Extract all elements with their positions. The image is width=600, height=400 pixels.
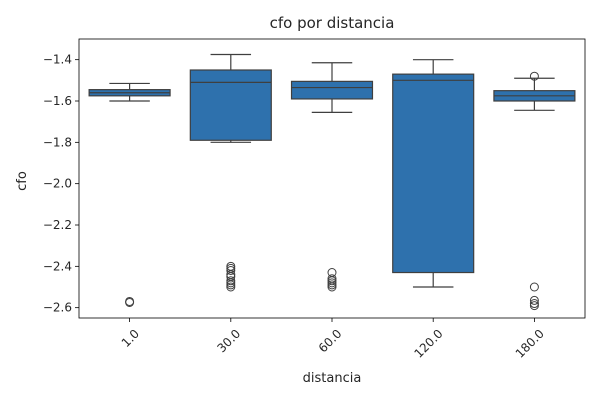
chart-title: cfo por distancia (270, 14, 395, 32)
outlier-point (529, 299, 539, 309)
outlier-point (327, 282, 337, 292)
box (189, 69, 272, 141)
x-tick-label: 30.0 (214, 327, 243, 356)
y-tick-label: −1.6 (43, 94, 72, 108)
outlier-point (226, 276, 236, 286)
x-tick-label: 60.0 (316, 327, 345, 356)
outlier-point (529, 295, 539, 305)
x-axis-label: distancia (303, 371, 362, 386)
y-tick-label: −2.6 (43, 301, 72, 315)
outlier-point (529, 301, 539, 311)
outlier-point (529, 71, 539, 81)
y-tick-label: −1.8 (43, 135, 72, 149)
box (392, 73, 475, 274)
y-tick-label: −2.0 (43, 177, 72, 191)
outlier-point (226, 265, 236, 275)
outlier-point (226, 280, 236, 290)
box-group-30-0 (189, 53, 272, 292)
x-tick-label: 120.0 (411, 327, 445, 361)
y-tick-label: −1.4 (43, 53, 72, 67)
x-tick-label: 180.0 (513, 327, 547, 361)
outlier-point (327, 280, 337, 290)
outlier-point (529, 282, 539, 292)
outlier-point (226, 278, 236, 288)
y-axis-label: cfo (15, 171, 30, 191)
outlier-point (327, 276, 337, 286)
box-group-60-0 (290, 62, 374, 292)
x-tick-label: 1.0 (119, 327, 142, 350)
plot-area: −1.4 −1.6 −1.8 −2.0 −2.2 −2.4 −2.6 1.0 30.0 60.0 1… (43, 38, 586, 361)
outlier-point (327, 278, 337, 288)
box-group-180-0 (493, 71, 576, 311)
box-group-120-0 (392, 59, 475, 288)
outlier-point (125, 298, 135, 307)
y-tick-label: −2.2 (43, 218, 72, 232)
box (290, 80, 374, 100)
y-tick-label: −2.4 (43, 259, 72, 273)
outlier-point (226, 282, 236, 292)
box-group-1-0 (88, 82, 171, 307)
